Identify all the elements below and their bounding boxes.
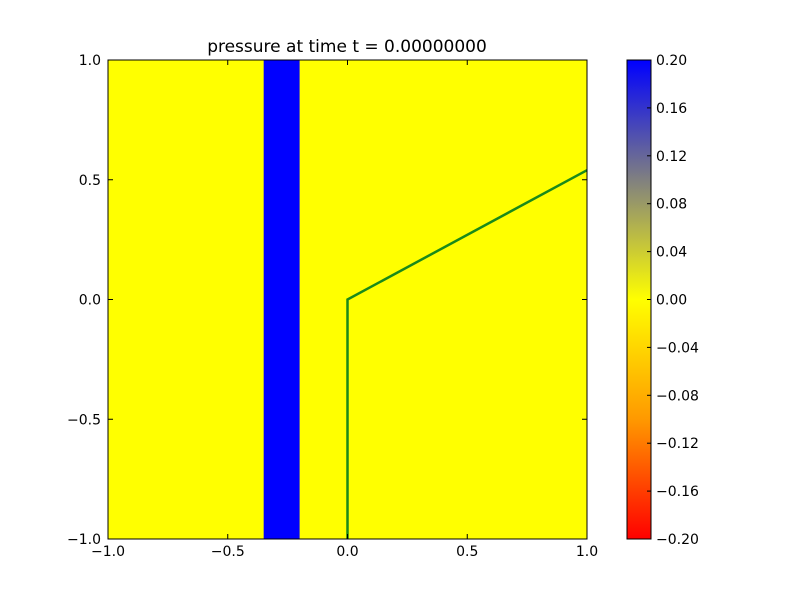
x-tick-label: 1.0 xyxy=(576,544,598,560)
x-axis-ticks: −1.0 −0.5 0.0 0.5 1.0 xyxy=(91,60,598,560)
plot-area: −1.0 −0.5 0.0 0.5 1.0 −1.0 −0.5 0.0 0.5 1.0 xyxy=(67,53,598,560)
chart-title: pressure at time t = 0.00000000 xyxy=(207,37,487,57)
y-axis-ticks: −1.0 −0.5 0.0 0.5 1.0 xyxy=(67,53,587,548)
x-tick-label: 0.5 xyxy=(456,544,478,560)
field-regions xyxy=(263,60,300,539)
interface-lines xyxy=(346,169,588,539)
x-tick-label: −1.0 xyxy=(91,544,125,560)
colorbar-tick-label: −0.04 xyxy=(656,340,699,356)
colorbar-ticks: 0.20 0.16 0.12 0.08 0.04 0.00 −0.04 −0.08 −0.12 −… xyxy=(647,53,699,548)
y-tick-label: −0.5 xyxy=(67,412,101,428)
colorbar-tick-label: 0.16 xyxy=(656,101,687,117)
field-region-0 xyxy=(263,60,300,539)
colorbar-tick-label: 0.00 xyxy=(656,293,687,309)
interface-line-0 xyxy=(346,169,588,539)
y-tick-label: −1.0 xyxy=(67,532,101,548)
colorbar-tick-label: −0.16 xyxy=(656,484,699,500)
colorbar-tick-label: 0.08 xyxy=(656,197,687,213)
y-tick-label: 0.0 xyxy=(79,293,101,309)
colorbar: 0.20 0.16 0.12 0.08 0.04 0.00 −0.04 −0.08 −0.12 −… xyxy=(626,53,699,548)
y-tick-label: 0.5 xyxy=(79,173,101,189)
colorbar-tick-label: −0.08 xyxy=(656,388,699,404)
colorbar-tick-label: 0.12 xyxy=(656,149,687,165)
colorbar-tick-label: −0.12 xyxy=(656,436,699,452)
y-tick-label: 1.0 xyxy=(79,53,101,69)
colorbar-tick-label: 0.04 xyxy=(656,245,687,261)
x-tick-label: −0.5 xyxy=(211,544,245,560)
colorbar-tick-label: 0.20 xyxy=(656,53,687,69)
x-tick-label: 0.0 xyxy=(336,544,358,560)
colorbar-tick-label: −0.20 xyxy=(656,532,699,548)
